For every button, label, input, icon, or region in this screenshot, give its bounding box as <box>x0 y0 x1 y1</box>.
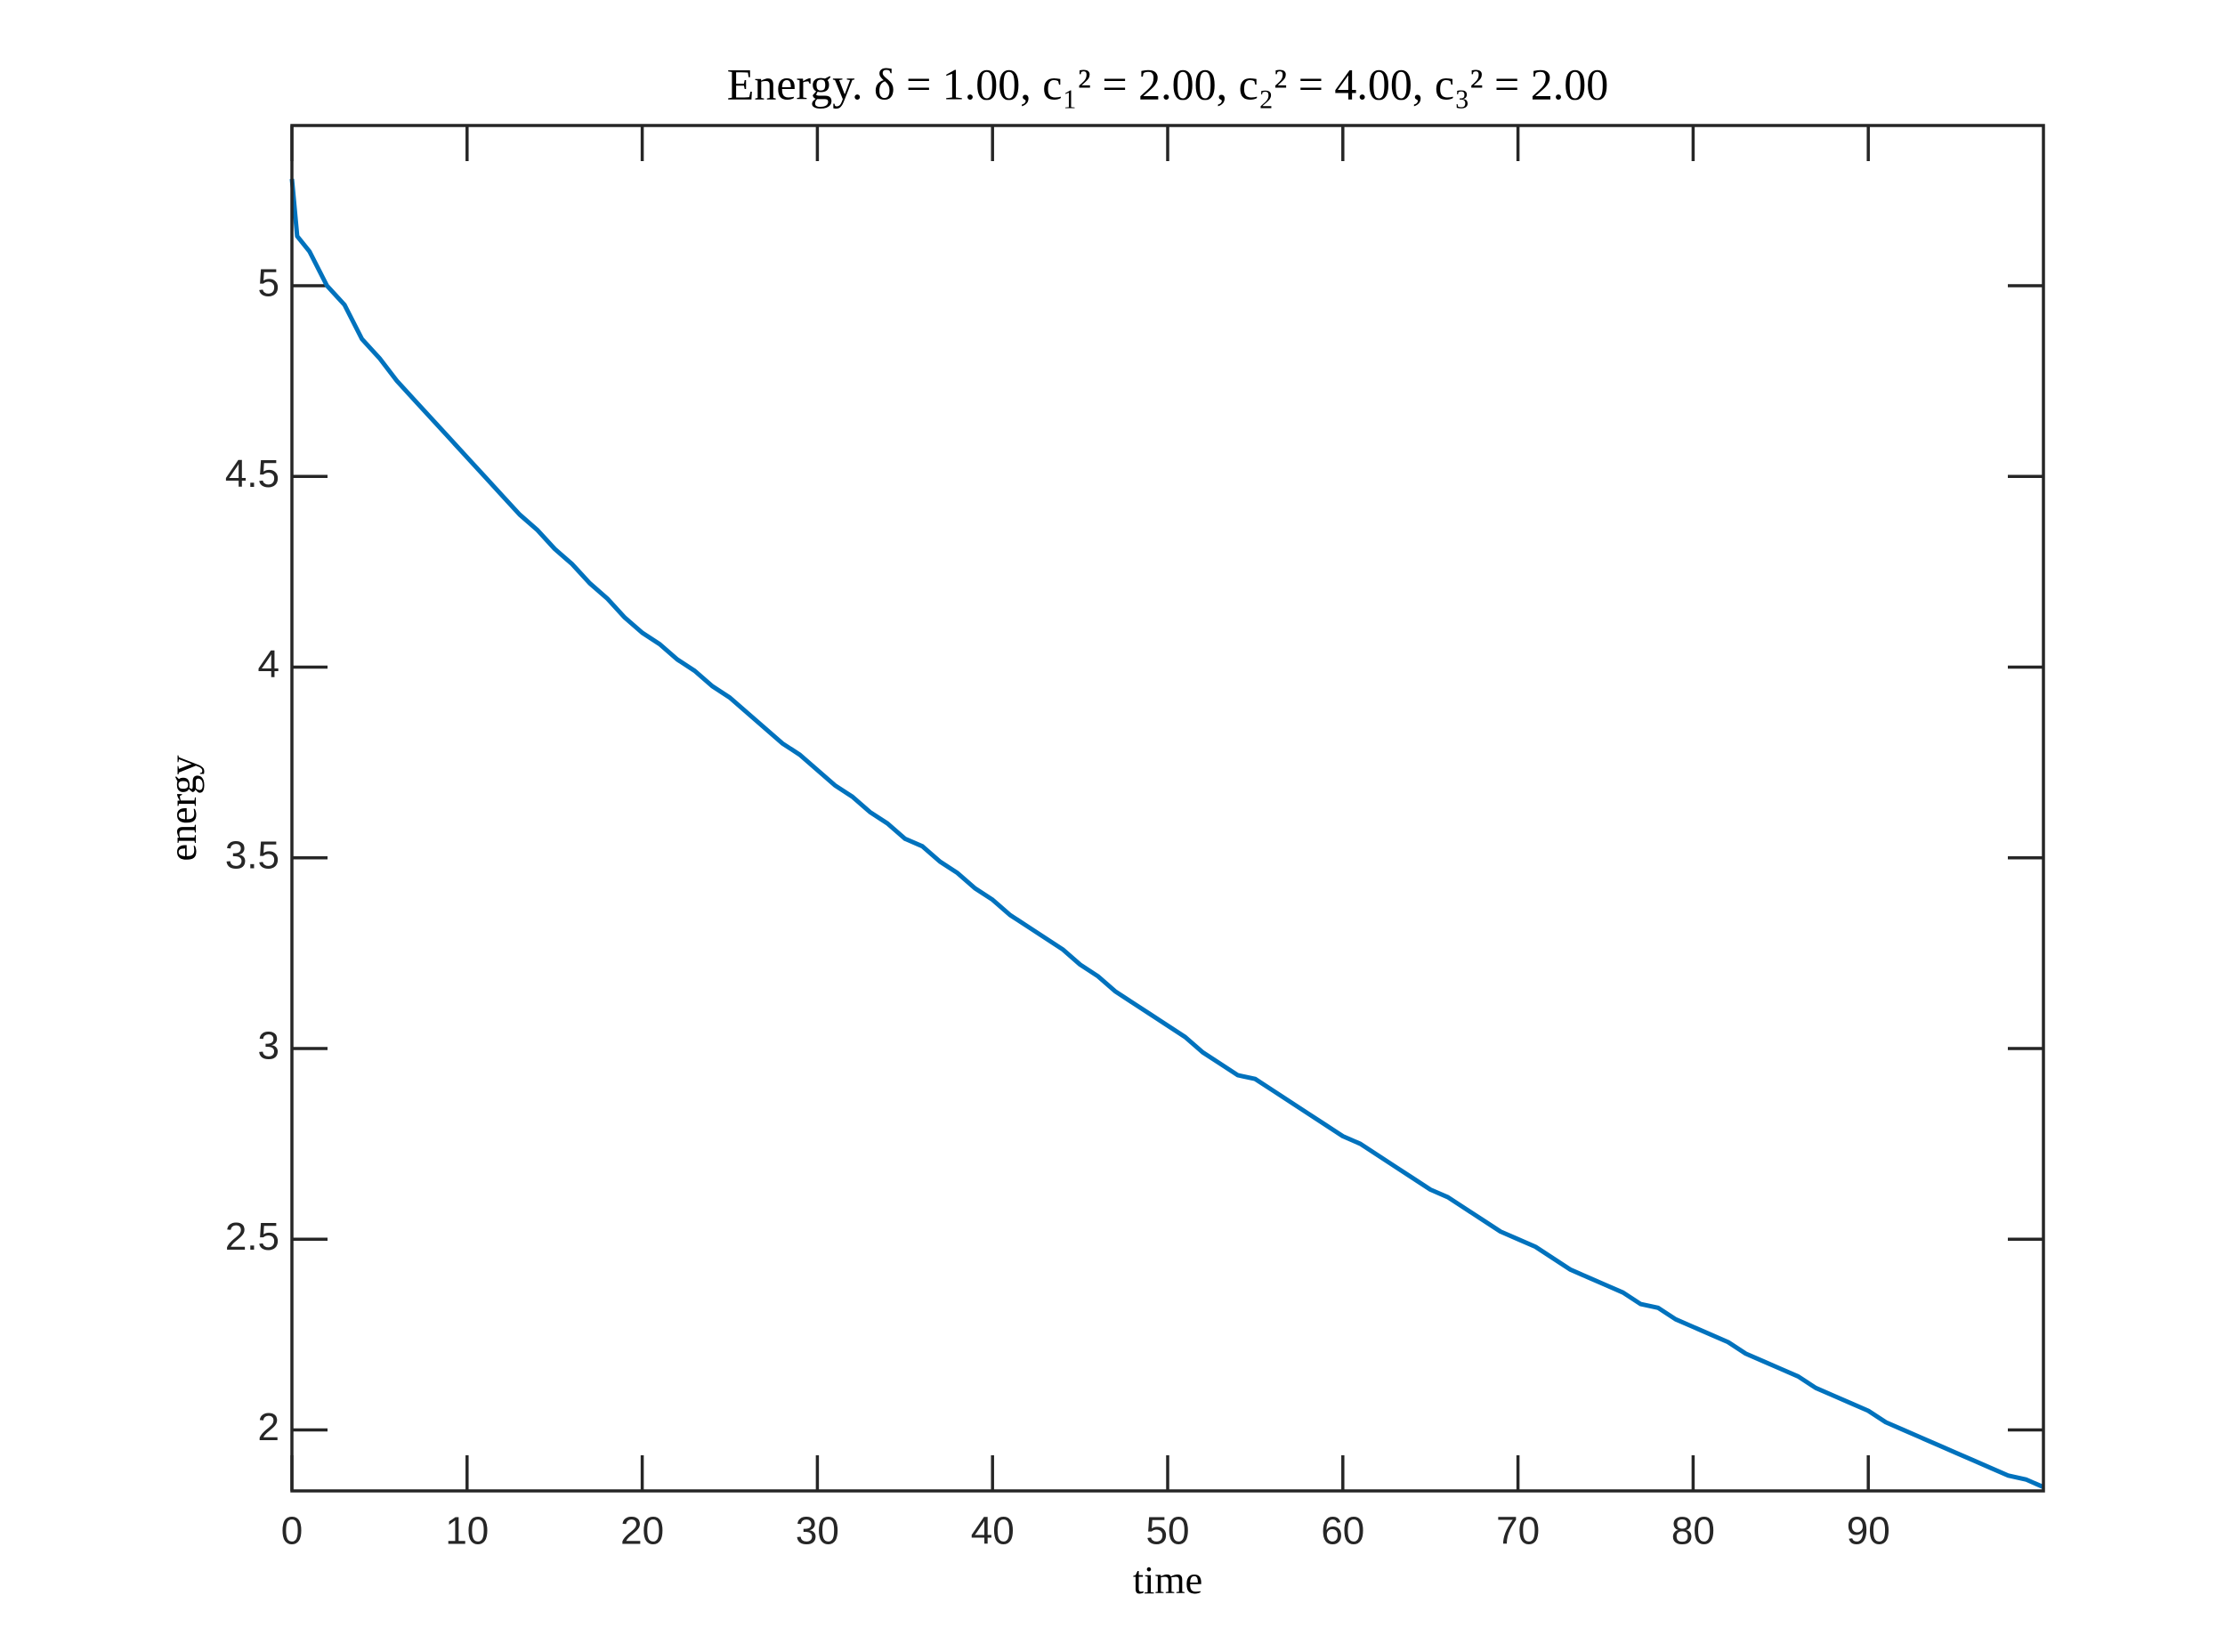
x-tick-label: 80 <box>1671 1510 1715 1553</box>
x-tick-label: 60 <box>1321 1510 1364 1553</box>
x-tick-label: 30 <box>796 1510 839 1553</box>
y-tick-label: 2.5 <box>225 1215 279 1259</box>
y-tick-label: 2 <box>258 1405 279 1449</box>
x-tick-label: 50 <box>1146 1510 1190 1553</box>
x-tick-label: 70 <box>1496 1510 1540 1553</box>
y-tick-label: 5 <box>258 262 279 305</box>
x-tick-label: 90 <box>1847 1510 1890 1553</box>
y-tick-label: 4.5 <box>225 452 279 496</box>
x-tick-label: 10 <box>445 1510 489 1553</box>
y-tick-label: 3.5 <box>225 833 279 877</box>
y-axis-label: energy <box>161 756 205 862</box>
y-tick-label: 3 <box>258 1024 279 1068</box>
y-tick-label: 4 <box>258 643 279 686</box>
chart-title: Energy. δ = 1.00, c₁² = 2.00, c₂² = 4.00… <box>727 59 1608 109</box>
x-tick-label: 40 <box>971 1510 1015 1553</box>
x-tick-label: 0 <box>281 1510 303 1553</box>
x-axis-label: time <box>1133 1559 1202 1602</box>
plot-frame <box>290 124 2045 1493</box>
data-line <box>289 178 2044 1490</box>
x-tick-label: 20 <box>620 1510 664 1553</box>
